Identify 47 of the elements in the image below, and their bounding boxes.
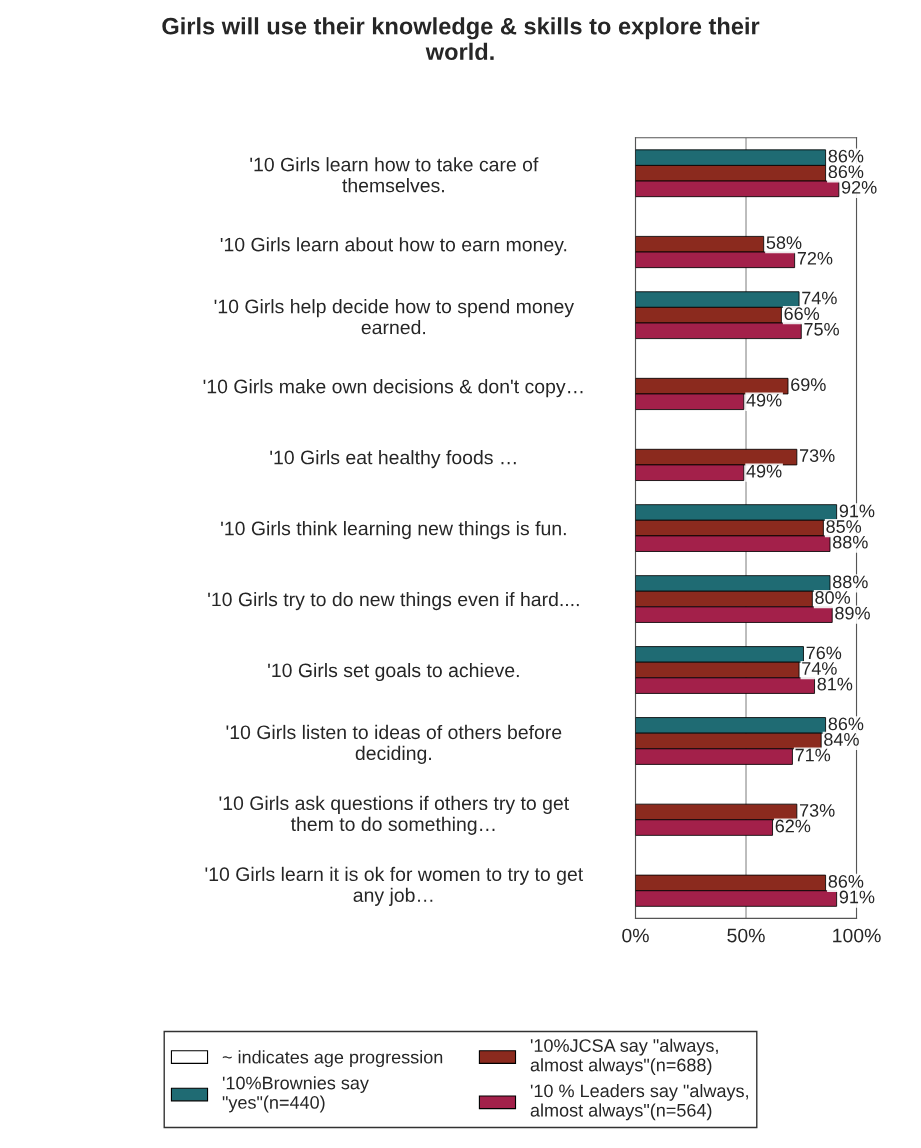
y-tick-label: '10 Girls learn it is ok for women to try to get any job… [205,866,584,906]
x-tick-label: 100% [833,928,881,943]
legend-label: ~ indicates age progression [222,1050,443,1068]
x-tick-label: 50% [727,928,765,943]
data-label: 49% [746,464,782,478]
data-label: 81% [817,677,853,691]
data-label: 58% [766,236,802,250]
data-label: 86% [828,165,864,179]
y-tick-label: '10 Girls learn about how to earn money. [220,237,567,256]
data-label: 74% [802,291,837,305]
chart-title: Girls will use their knowledge & skills to explore their world. [162,17,760,61]
y-tick-label: '10 Girls listen to ideas of others before deciding. [226,724,562,764]
y-tick-label: '10 Girls eat healthy foods … [270,450,516,469]
data-label: 72% [797,251,833,265]
x-tick-label: 0% [622,928,649,943]
y-tick-label: '10 Girls try to do new things even if hard.... [208,592,579,611]
legend-label: '10%Brownies say "yes"(n=440) [222,1076,369,1113]
data-label: 89% [835,606,870,620]
y-tick-label: '10 Girls ask questions if others try to get them to do something… [219,795,569,835]
data-label: 66% [784,307,820,321]
y-tick-label: '10 Girls learn how to take care of themselves. [250,157,539,193]
data-label: 76% [806,646,842,660]
legend-label: '10 % Leaders say "always, almost always"(n=564) [530,1083,748,1121]
data-label: 88% [833,535,868,549]
data-label: 80% [815,591,851,604]
data-label: 75% [804,322,839,336]
data-label: 91% [839,890,875,904]
data-label: 84% [824,733,859,746]
data-label: 69% [791,378,826,391]
data-label: 86% [828,874,864,888]
data-label: 92% [841,180,877,194]
data-label: 91% [839,504,875,518]
data-label: 86% [828,717,864,731]
data-label: 49% [746,393,782,407]
y-tick-label: '10 Girls set goals to achieve. [268,662,519,682]
data-label: 73% [799,804,835,817]
data-label: 85% [826,520,862,533]
data-label: 86% [828,149,864,163]
data-label: 73% [799,449,835,462]
y-tick-label: '10 Girls think learning new things is fun. [221,521,566,540]
legend-label: '10%JCSA say "always, almost always"(n=688) [530,1038,718,1075]
data-label: 71% [795,748,831,762]
data-label: 74% [802,662,837,675]
data-label: 62% [775,819,811,833]
y-tick-label: '10 Girls make own decisions & don't copy… [203,379,583,398]
data-label: 88% [833,575,868,589]
y-tick-label: '10 Girls help decide how to spend money earned. [214,299,574,335]
